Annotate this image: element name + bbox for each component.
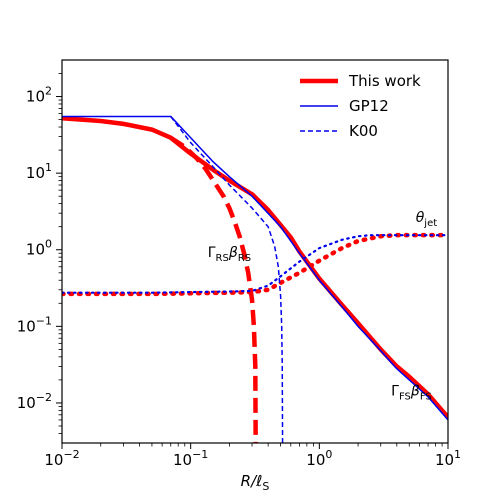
annotation-fs: ΓFSβFS <box>391 384 432 403</box>
legend: This work GP12 K00 <box>300 72 421 140</box>
x-axis-label: R/ℓS <box>241 472 270 493</box>
series-k00-rs <box>170 115 284 443</box>
series-gp12-fs <box>62 115 448 421</box>
annotation-layer: ΓRSβRS ΓFSβFS θjet <box>208 210 438 402</box>
y-tick-label: 102 <box>26 85 52 106</box>
plot-frame <box>61 59 449 444</box>
x-tick-label: 101 <box>435 448 461 469</box>
y-tick-label: 10−2 <box>17 391 52 412</box>
y-tick-label: 10−1 <box>17 314 52 335</box>
annotation-theta: θjet <box>416 210 438 229</box>
legend-label-this-work: This work <box>348 72 421 90</box>
x-tick-label: 10−1 <box>173 448 208 469</box>
x-tick-label: 100 <box>306 448 332 469</box>
y-tick-label: 100 <box>26 238 52 259</box>
series-this-work-rs <box>169 135 258 443</box>
tick-layer: 10−2 10−1 100 101 10−2 10−1 100 101 102 <box>17 73 461 469</box>
legend-label-k00: K00 <box>349 122 378 140</box>
annotation-rs: ΓRSβRS <box>208 245 251 264</box>
x-tick-label: 10−2 <box>44 448 79 469</box>
series-this-work-fs <box>62 116 448 419</box>
y-tick-label: 101 <box>26 161 52 182</box>
series-k00-theta <box>62 234 448 294</box>
legend-label-gp12: GP12 <box>349 97 389 115</box>
series-layer <box>62 115 448 443</box>
